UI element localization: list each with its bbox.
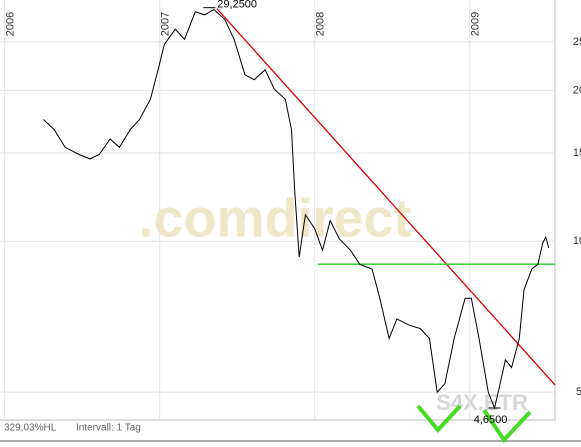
y-tick-label: 15 <box>573 147 581 159</box>
y-tick-label: 20 <box>573 84 581 96</box>
annotation: 29,2500 <box>217 0 257 11</box>
watermark: .comdirect <box>138 188 411 248</box>
annotation: 4,6500 <box>474 414 508 426</box>
x-tick-label: 2006 <box>5 12 17 36</box>
y-tick-label: 10 <box>573 235 581 247</box>
x-tick-label: 2009 <box>470 12 482 36</box>
check-mark <box>482 408 532 444</box>
y-tick-label: 5 <box>576 386 581 398</box>
trend-line <box>216 8 556 386</box>
symbol: S4X.ETR <box>436 390 528 415</box>
x-tick-label: 2008 <box>315 12 327 36</box>
check-mark <box>416 404 462 434</box>
x-tick-label: 2007 <box>160 12 172 36</box>
footer-hl: 329,03%HL <box>4 423 57 434</box>
y-tick-label: 25 <box>573 36 581 48</box>
price-line <box>43 8 550 410</box>
footer-interval: Intervall: 1 Tag <box>76 423 141 434</box>
